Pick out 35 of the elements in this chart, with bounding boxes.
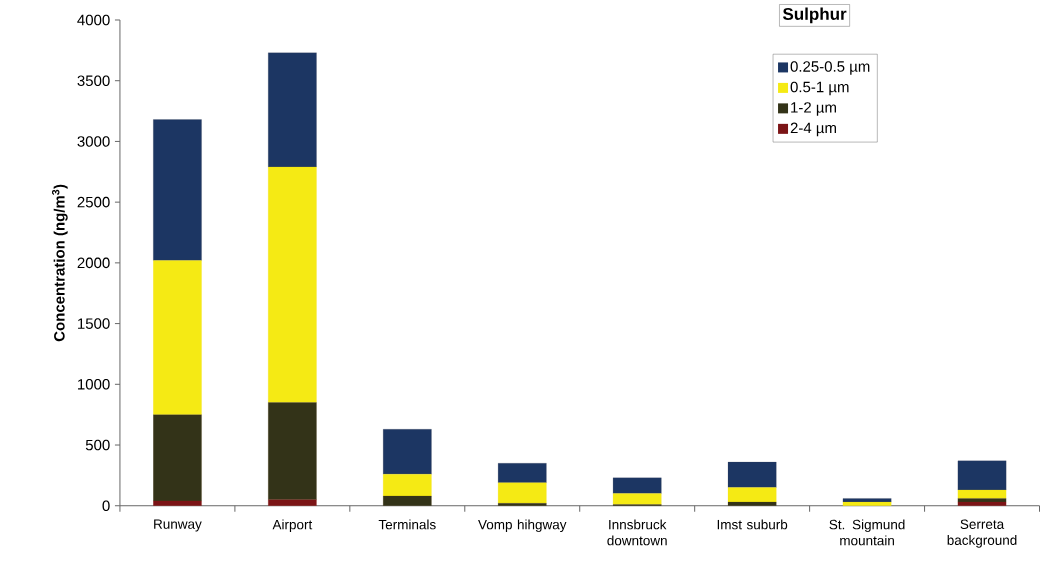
bar xyxy=(727,462,777,488)
bar xyxy=(957,460,1007,491)
bar xyxy=(268,166,317,403)
y-tick-label: 3000 xyxy=(77,136,110,147)
y-tick-label: 2500 xyxy=(77,196,110,208)
y-axis-title: Concentration (ng/m$^{3}$) xyxy=(52,184,68,342)
x-tick-label: Airport xyxy=(272,519,313,533)
bar xyxy=(153,119,202,261)
bar xyxy=(268,402,317,500)
y-tick-label: 1000 xyxy=(78,379,110,390)
y-tick-label: 4000 xyxy=(77,14,110,26)
y-tick-label: 500 xyxy=(85,439,110,451)
x-tick-label: Terminals xyxy=(378,519,436,530)
legend-label: 1-2 µm xyxy=(791,102,836,116)
bar xyxy=(153,414,202,502)
y-tick-label: 1500 xyxy=(78,318,110,330)
legend-label: 0.5-1 µm xyxy=(790,81,849,96)
x-tick-label: Runway xyxy=(154,519,202,532)
legend-label: 2-4 µm xyxy=(790,122,836,137)
x-tick-label: Imst suburb xyxy=(717,519,788,530)
bar xyxy=(498,482,547,504)
bar xyxy=(612,477,662,494)
y-tick-label: 2000 xyxy=(77,257,110,269)
bar xyxy=(498,463,547,483)
y-tick-label: 3500 xyxy=(77,75,110,87)
chart-title: Sulphur xyxy=(782,7,847,24)
bar xyxy=(268,52,317,168)
x-tick-label: St. Sigmund mountain xyxy=(829,519,905,546)
x-tick-label: Serreta background xyxy=(947,519,1017,548)
legend-label: 0.25-0.5 µm xyxy=(790,61,870,75)
bar xyxy=(153,260,202,415)
x-tick-label: Vomp hihgway xyxy=(478,519,567,533)
y-tick-label: 0 xyxy=(102,500,110,512)
x-tick-label: Innsbruck downtown xyxy=(607,519,667,546)
bar xyxy=(383,429,432,475)
